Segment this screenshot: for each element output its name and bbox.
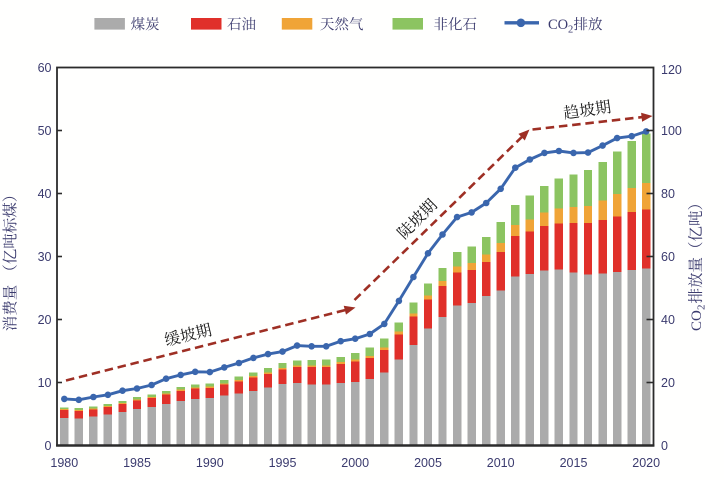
- svg-text:2005: 2005: [414, 456, 442, 470]
- svg-text:0: 0: [661, 439, 668, 453]
- svg-text:0: 0: [45, 439, 52, 453]
- svg-text:1985: 1985: [123, 456, 151, 470]
- svg-text:40: 40: [661, 313, 675, 327]
- svg-text:40: 40: [38, 187, 52, 201]
- svg-text:CO: CO: [548, 17, 568, 33]
- svg-text:50: 50: [38, 124, 52, 138]
- svg-text:20: 20: [38, 313, 52, 327]
- svg-text:120: 120: [661, 63, 682, 77]
- svg-text:2015: 2015: [560, 456, 588, 470]
- svg-text:60: 60: [661, 250, 675, 264]
- svg-text:CO: CO: [689, 310, 705, 331]
- svg-text:2010: 2010: [487, 456, 515, 470]
- svg-text:2020: 2020: [632, 456, 660, 470]
- svg-text:60: 60: [38, 61, 52, 75]
- svg-text:20: 20: [661, 376, 675, 390]
- svg-text:80: 80: [661, 187, 675, 201]
- svg-text:1995: 1995: [269, 456, 297, 470]
- svg-text:1980: 1980: [50, 456, 78, 470]
- svg-text:2000: 2000: [341, 456, 369, 470]
- svg-text:2: 2: [696, 305, 708, 311]
- svg-text:100: 100: [661, 124, 682, 138]
- svg-text:30: 30: [38, 250, 52, 264]
- svg-text:2: 2: [568, 25, 573, 36]
- svg-text:1990: 1990: [196, 456, 224, 470]
- svg-text:10: 10: [38, 376, 52, 390]
